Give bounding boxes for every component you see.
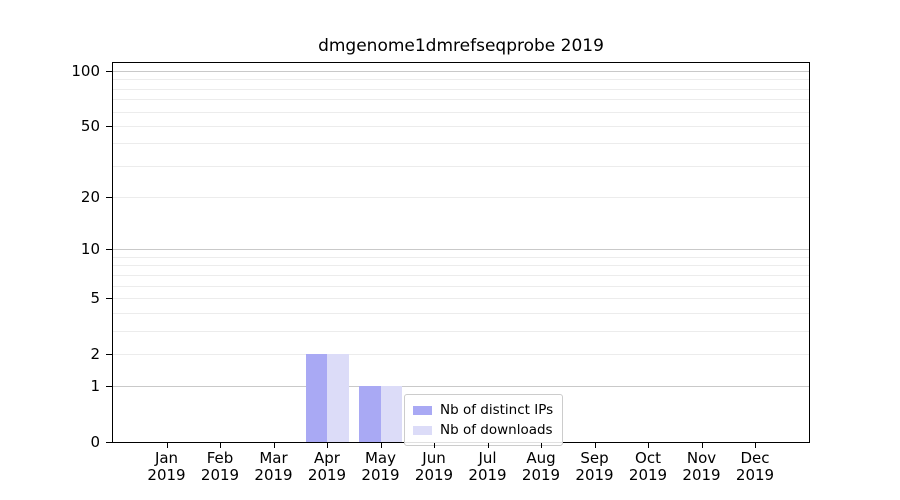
x-tick-label: Oct 2019 <box>628 449 668 484</box>
legend-entry: Nb of distinct IPs <box>413 400 553 420</box>
gridline-minor <box>113 353 809 355</box>
x-tick-mark <box>327 443 328 448</box>
bar-distinct-ips <box>305 353 327 442</box>
y-tick-label: 0 <box>90 433 100 451</box>
gridline-major <box>113 386 809 388</box>
gridline-major <box>113 249 809 251</box>
y-tick-label: 100 <box>71 62 100 80</box>
y-tick-mark <box>106 125 112 127</box>
gridline-minor <box>113 285 809 287</box>
legend: Nb of distinct IPs Nb of downloads <box>404 394 564 446</box>
gridline-minor <box>113 330 809 332</box>
x-tick-label: Dec 2019 <box>735 449 775 484</box>
x-tick-mark <box>755 443 756 448</box>
gridline-minor <box>113 99 809 101</box>
chart-title: dmgenome1dmrefseqprobe 2019 <box>318 36 604 56</box>
x-tick-mark <box>487 443 489 448</box>
gridline-minor <box>113 274 809 276</box>
y-tick-mark <box>106 353 112 355</box>
x-tick-label: Jun 2019 <box>414 449 454 484</box>
y-tick-mark <box>106 386 112 388</box>
x-tick-mark <box>220 443 221 448</box>
legend-label: Nb of distinct IPs <box>440 402 554 418</box>
gridline-minor <box>113 111 809 113</box>
y-tick-label: 50 <box>80 116 100 135</box>
y-tick-mark <box>106 197 112 199</box>
bar-downloads <box>380 386 402 442</box>
x-tick-label: Sep 2019 <box>575 449 614 484</box>
legend-entry: Nb of downloads <box>413 420 553 440</box>
gridline-minor <box>113 165 809 167</box>
gridline-minor <box>113 143 809 145</box>
y-tick-label: 5 <box>90 288 100 307</box>
x-tick-label: Jul 2019 <box>468 449 507 484</box>
gridline-minor <box>113 297 809 299</box>
x-tick-label: Aug 2019 <box>521 449 561 484</box>
x-tick-mark <box>701 443 703 448</box>
x-tick-mark <box>648 443 649 448</box>
gridline-minor <box>113 197 809 199</box>
gridline-minor <box>113 265 809 267</box>
y-tick-label: 2 <box>90 344 100 363</box>
bar-downloads <box>327 353 349 442</box>
x-tick-label: Jan 2019 <box>147 449 186 484</box>
x-tick-label: Apr 2019 <box>307 449 347 484</box>
gridline-major <box>113 71 809 72</box>
x-tick-mark <box>594 443 596 448</box>
y-tick-mark <box>106 249 112 251</box>
x-tick-label: Nov 2019 <box>682 449 721 484</box>
gridline-minor <box>113 256 809 258</box>
y-tick-label: 10 <box>80 240 100 259</box>
legend-swatch-icon <box>413 405 432 415</box>
y-tick-mark <box>106 297 112 299</box>
gridline-minor <box>113 79 809 81</box>
x-tick-label: May 2019 <box>361 449 400 484</box>
x-tick-label: Feb 2019 <box>200 449 240 484</box>
y-tick-mark <box>106 442 112 443</box>
y-tick-label: 1 <box>90 377 100 396</box>
y-tick-label: 20 <box>80 188 100 207</box>
legend-swatch-icon <box>413 425 432 435</box>
x-tick-mark <box>380 443 382 448</box>
legend-label: Nb of downloads <box>440 422 553 438</box>
x-tick-mark <box>541 443 542 448</box>
gridline-minor <box>113 312 809 314</box>
plot-area: Nb of distinct IPs Nb of downloads <box>112 62 810 446</box>
bar-distinct-ips <box>359 386 381 442</box>
x-tick-mark <box>273 443 275 448</box>
y-tick-mark <box>106 71 112 72</box>
gridline-minor <box>113 88 809 90</box>
gridline-minor <box>113 125 809 127</box>
x-tick-mark <box>434 443 435 448</box>
x-tick-label: Mar 2019 <box>254 449 293 484</box>
x-tick-mark <box>166 443 168 448</box>
